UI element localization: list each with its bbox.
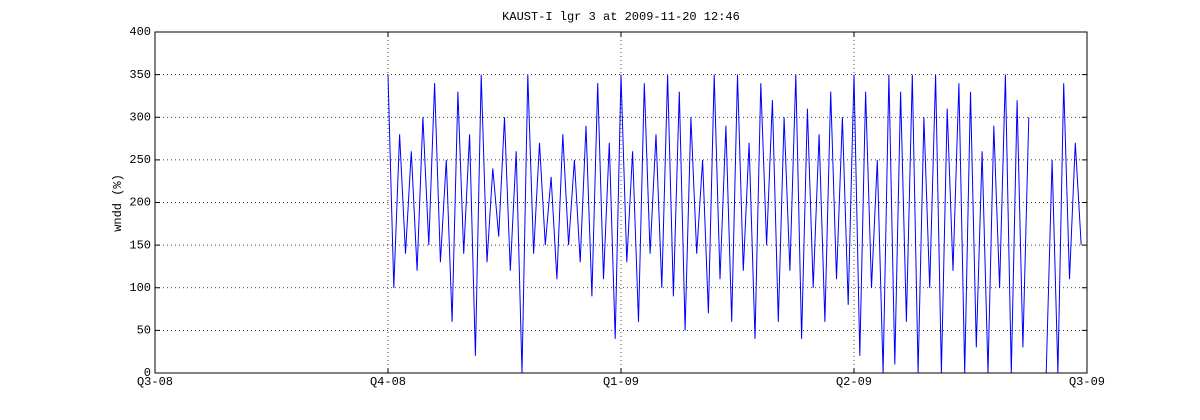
x-tick-label: Q2-09 (836, 375, 872, 389)
y-tick-label: 50 (137, 324, 151, 338)
y-tick-label: 100 (129, 281, 151, 295)
x-tick-label: Q3-08 (137, 375, 173, 389)
y-axis-label: wndd (%) (111, 174, 125, 232)
y-tick-label: 350 (129, 68, 151, 82)
data-line (387, 74, 1082, 374)
x-tick-label: Q4-08 (370, 375, 406, 389)
y-tick-label: 200 (129, 196, 151, 210)
chart-title: KAUST-I lgr 3 at 2009-11-20 12:46 (502, 10, 740, 24)
x-tick-label: Q3-09 (1069, 375, 1105, 389)
y-tick-label: 400 (129, 25, 151, 39)
y-tick-label: 250 (129, 153, 151, 167)
x-tick-label: Q1-09 (603, 375, 639, 389)
y-tick-label: 0 (144, 366, 151, 380)
y-tick-label: 300 (129, 110, 151, 124)
y-tick-label: 150 (129, 238, 151, 252)
plot-frame (154, 31, 1088, 374)
